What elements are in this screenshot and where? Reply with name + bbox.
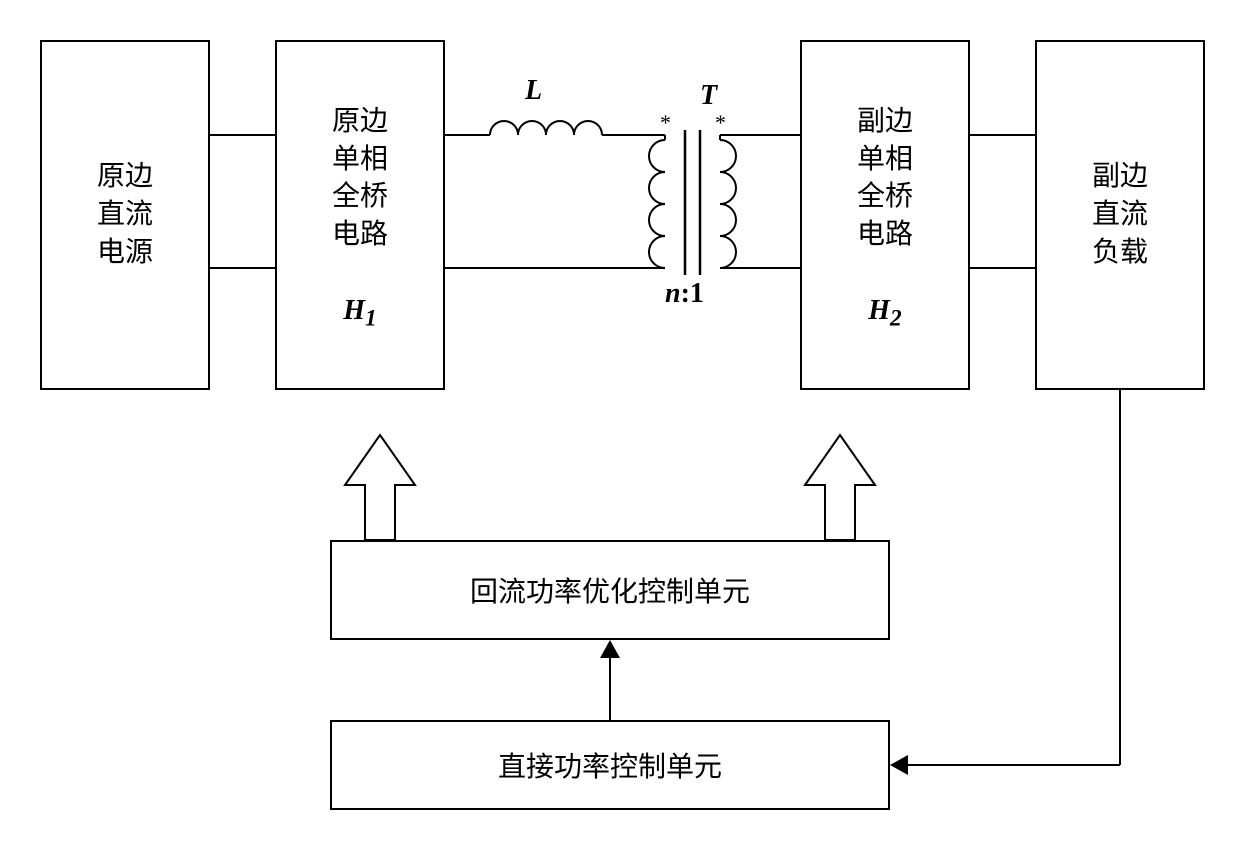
reflux-power-unit-label: 回流功率优化控制单元: [470, 570, 750, 610]
secondary-bridge-box: 副边 单相 全桥 电路 H2: [800, 40, 970, 390]
primary-bridge-label: 原边 单相 全桥 电路 H1: [332, 65, 388, 365]
arrow-up-icon: [600, 640, 620, 720]
primary-dc-source-label: 原边 直流 电源: [97, 158, 153, 271]
feedback-line-icon: [890, 390, 1120, 775]
hollow-arrow-left-icon: [345, 435, 415, 540]
secondary-dc-load-box: 副边 直流 负载: [1035, 40, 1205, 390]
transformer-ratio-label: n:1: [665, 278, 704, 310]
transformer-label: T: [700, 80, 717, 112]
inductor-icon: [490, 121, 602, 135]
inductor-label: L: [525, 75, 542, 107]
reflux-power-unit-box: 回流功率优化控制单元: [330, 540, 890, 640]
direct-power-unit-box: 直接功率控制单元: [330, 720, 890, 810]
transformer-icon: * *: [649, 110, 736, 275]
direct-power-unit-label: 直接功率控制单元: [498, 745, 722, 785]
hollow-arrow-right-icon: [805, 435, 875, 540]
secondary-bridge-label: 副边 单相 全桥 电路 H2: [857, 65, 913, 365]
primary-bridge-box: 原边 单相 全桥 电路 H1: [275, 40, 445, 390]
secondary-dc-load-label: 副边 直流 负载: [1092, 158, 1148, 271]
svg-text:*: *: [660, 110, 671, 135]
svg-text:*: *: [715, 110, 726, 135]
primary-dc-source-box: 原边 直流 电源: [40, 40, 210, 390]
